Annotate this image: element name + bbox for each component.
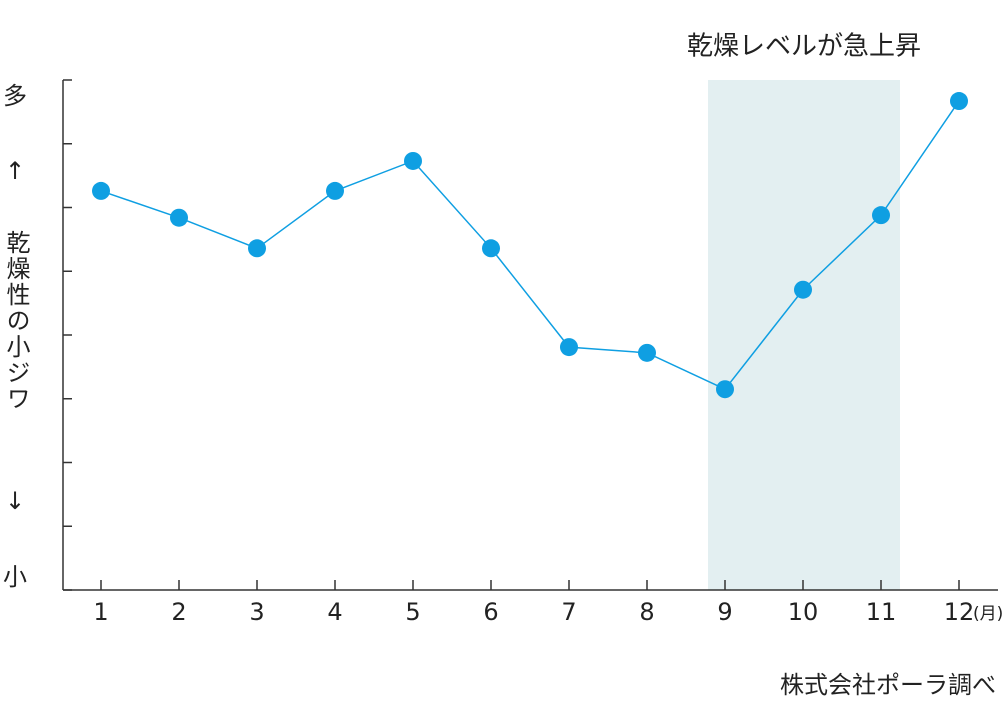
point [794,280,812,299]
point [638,343,656,362]
x-tick-label: 12 [944,598,975,626]
point [170,208,188,227]
point [326,181,344,200]
point [560,338,578,357]
point [404,151,422,170]
point [92,181,110,200]
annotation: 乾燥レベルが急上昇 [687,32,921,62]
x-tick-label: 1 [93,598,108,626]
x-tick-label: 3 [249,598,264,626]
point [482,239,500,258]
x-tick-label: 6 [483,598,498,626]
highlight-band [708,80,900,590]
source: 株式会社ポーラ調べ [780,671,996,699]
x-unit: (月) [973,604,1002,624]
x-tick-label: 8 [639,598,654,626]
line [100,100,960,391]
x-tick-label: 5 [405,598,420,626]
x-tick-label: 7 [561,598,576,626]
point [872,206,890,225]
point [248,239,266,258]
x-tick-label: 4 [327,598,342,626]
y-label-top: 多 [3,82,27,110]
y-arrow-up: ↑ [5,157,25,185]
y-label-bottom: 小 [3,563,27,591]
point [716,380,734,399]
x-tick-label: 10 [788,598,819,626]
x-tick-label: 11 [866,598,897,626]
y-arrow-down: ↓ [5,487,25,515]
x-tick-label: 2 [171,598,186,626]
x-tick-label: 9 [717,598,732,626]
point [950,92,968,111]
y-label: 乾燥性の小ジワ [2,230,30,412]
